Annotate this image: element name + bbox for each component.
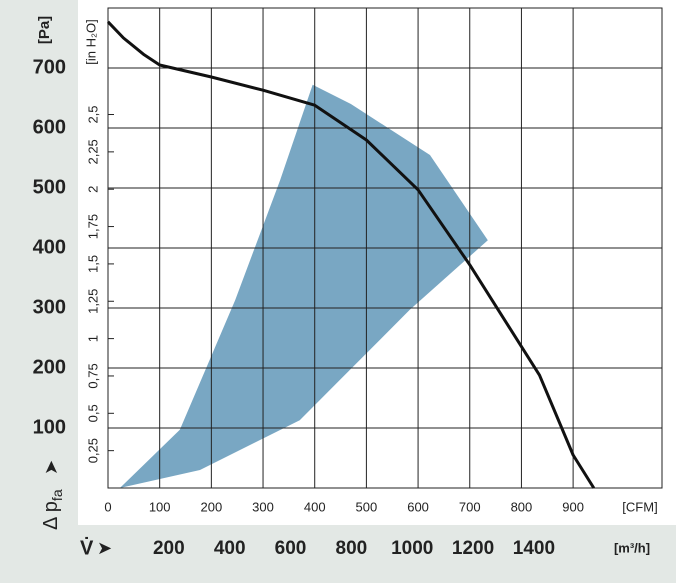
- y2-tick-label: 1,75: [85, 214, 100, 239]
- x2-tick-label: 1400: [513, 538, 555, 559]
- y2-tick-label: 2,25: [85, 139, 100, 164]
- x-tick-label: 900: [562, 499, 584, 514]
- x2-symbol: V̇: [80, 535, 94, 559]
- y-symbol-text: Δ pfa: [40, 489, 64, 530]
- operating-area: [119, 84, 488, 489]
- x-tick-label: 0: [104, 499, 111, 514]
- arrow: ➤: [41, 460, 61, 475]
- x2-tick-label: 400: [214, 538, 246, 559]
- x2-tick-label: 800: [336, 538, 368, 559]
- x2-tick-label: 1200: [452, 538, 494, 559]
- x2-tick-label: 1000: [391, 538, 433, 559]
- y2-label: [in H₂O]: [83, 19, 98, 65]
- x-label: [CFM]: [622, 499, 657, 514]
- y-tick-label: 700: [33, 56, 66, 78]
- x-tick-label: 200: [201, 499, 223, 514]
- y-tick-label: 300: [33, 296, 66, 318]
- y2-tick-label: 0,75: [85, 363, 100, 388]
- x-tick-label: 700: [459, 499, 481, 514]
- y-tick-label: 600: [33, 116, 66, 138]
- plot-border: [107, 7, 663, 489]
- y2-tick-label: 0,5: [85, 404, 100, 422]
- y2-tick-label: 1,5: [85, 255, 100, 273]
- y2-tick-label: 0,25: [85, 438, 100, 463]
- x-tick-label: 100: [149, 499, 171, 514]
- x2-tick-label: 600: [275, 538, 307, 559]
- x-tick-label: 500: [356, 499, 378, 514]
- y-label: [Pa]: [36, 16, 53, 44]
- x-tick-label: 400: [304, 499, 326, 514]
- y-tick-label: 100: [33, 416, 66, 438]
- fan-curve: [106, 20, 596, 489]
- left-strip: [0, 0, 78, 583]
- x2-tick-label: 200: [153, 538, 185, 559]
- y-tick-label: 500: [33, 176, 66, 198]
- bottom-strip: [0, 525, 676, 583]
- y2-tick-label: 1,25: [85, 289, 100, 314]
- y-tick-label: 200: [33, 356, 66, 378]
- x2-label: [m³/h]: [614, 540, 650, 555]
- x-tick-label: 800: [511, 499, 533, 514]
- x-tick-label: 600: [407, 499, 429, 514]
- x-tick-label: 300: [252, 499, 274, 514]
- arrow: ➤: [97, 538, 112, 558]
- y-symbol: Δ pfa ➤: [40, 460, 64, 530]
- y2-tick-label: 2,5: [85, 105, 100, 123]
- y-tick-label: 400: [33, 236, 66, 258]
- y2-tick-label: 1: [85, 335, 100, 342]
- y2-tick-label: 2: [85, 186, 100, 193]
